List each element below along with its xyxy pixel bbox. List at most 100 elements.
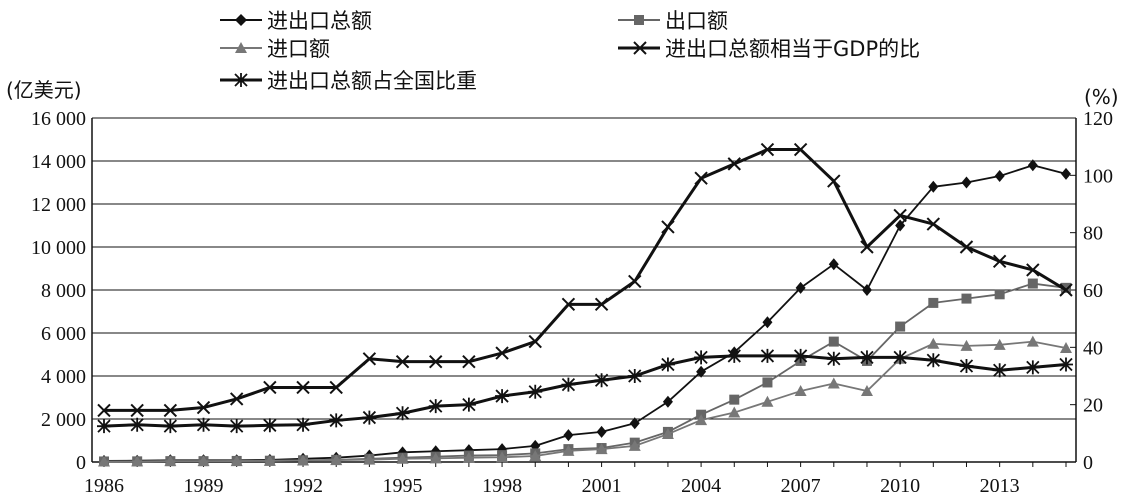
x-tick-label: 1998 (482, 475, 522, 497)
x-tick-label: 1986 (84, 475, 124, 497)
data-point (296, 417, 311, 432)
data-point (860, 385, 873, 397)
data-point (928, 180, 939, 193)
data-point (163, 419, 178, 434)
series-line (103, 354, 1067, 428)
x-tick-label: 2001 (582, 475, 622, 497)
data-point (529, 449, 542, 461)
data-point (229, 419, 244, 434)
legend-label-import: 进口额 (267, 37, 330, 61)
series-0 (99, 159, 1071, 467)
data-point (694, 171, 708, 185)
data-point (661, 428, 674, 440)
data-point (828, 258, 839, 271)
data-point (429, 354, 443, 369)
data-point (729, 394, 740, 405)
data-point (461, 397, 476, 412)
y-right-tick-label: 20 (1083, 395, 1103, 417)
axes: 0 2 000 4 000 6 000 8 000 10 000 12 000 14 000 1… (31, 108, 1113, 497)
data-point (496, 451, 509, 463)
data-point (1061, 282, 1071, 293)
x-tick-label: 1995 (383, 475, 423, 497)
y-right-tick-label: 120 (1083, 108, 1113, 130)
data-point (595, 443, 608, 455)
data-point (561, 297, 576, 312)
data-point (495, 389, 510, 404)
data-point (297, 454, 310, 466)
legend: 进出口总额 出口额 进口额 进出口总额相当于GDP的比 进出口总额占全国比重 (220, 9, 920, 93)
series-2 (98, 335, 1072, 467)
data-point (230, 455, 243, 467)
data-point (196, 417, 211, 432)
legend-item-share: 进出口总额占全国比重 (220, 69, 477, 93)
legend-item-import: 进口额 (220, 37, 330, 61)
y-right-tick-label: 100 (1083, 165, 1113, 187)
data-point (1027, 278, 1038, 289)
data-point (396, 452, 409, 464)
data-point (130, 403, 144, 418)
series-3 (97, 142, 1073, 418)
data-point (961, 176, 972, 189)
right-axis-unit: (%) (1084, 85, 1119, 109)
data-point (97, 403, 111, 418)
data-point (695, 414, 708, 426)
data-point (131, 455, 144, 467)
data-point (462, 354, 476, 369)
series (97, 142, 1073, 467)
data-point (694, 350, 709, 365)
data-point (860, 240, 874, 254)
y-left-tick-label: 0 (76, 452, 86, 474)
data-point (594, 297, 609, 312)
data-point (329, 380, 343, 395)
data-point (859, 350, 874, 365)
data-point (1059, 357, 1073, 372)
data-point (926, 353, 941, 368)
data-point (861, 284, 872, 296)
data-point (696, 365, 707, 378)
y-right-tick-label: 80 (1083, 223, 1103, 245)
data-point (727, 348, 742, 363)
x-tick-label: 1989 (184, 475, 224, 497)
data-point (826, 351, 841, 366)
data-point (528, 384, 543, 399)
data-point (762, 316, 773, 329)
data-point (229, 392, 244, 406)
data-point (629, 417, 640, 430)
data-point (994, 170, 1005, 183)
legend-label-gdp-ratio: 进出口总额相当于GDP的比 (665, 37, 920, 61)
data-point (1025, 360, 1040, 375)
y-right-tick-label: 40 (1083, 337, 1103, 359)
data-point (959, 240, 974, 254)
data-point (263, 454, 276, 466)
y-left-tick-label: 4 000 (41, 366, 86, 388)
data-point (197, 455, 210, 467)
data-point (727, 157, 741, 171)
data-point (362, 352, 377, 366)
data-point (795, 281, 806, 294)
data-point (1026, 263, 1040, 277)
data-point (196, 400, 211, 415)
data-point (961, 293, 972, 304)
series-line (104, 148, 1067, 412)
data-point (563, 429, 574, 442)
y-right-tick-label: 0 (1083, 452, 1093, 474)
series-1 (99, 278, 1071, 467)
data-point (98, 455, 110, 467)
data-point (495, 346, 509, 360)
data-point (926, 217, 941, 231)
data-point (1027, 159, 1038, 172)
data-point (994, 289, 1005, 300)
data-point (395, 406, 410, 421)
y-left-tick-label: 16 000 (31, 108, 86, 130)
data-point (627, 369, 642, 383)
data-point (263, 380, 277, 395)
legend-label-total: 进出口总额 (267, 9, 372, 33)
data-point (760, 348, 775, 363)
data-point (329, 413, 344, 428)
y-left-tick-label: 2 000 (41, 409, 86, 431)
series-line (103, 282, 1067, 463)
legend-item-export: 出口额 (618, 9, 728, 33)
data-point (628, 274, 642, 289)
y-left-tick-label: 10 000 (31, 237, 86, 259)
